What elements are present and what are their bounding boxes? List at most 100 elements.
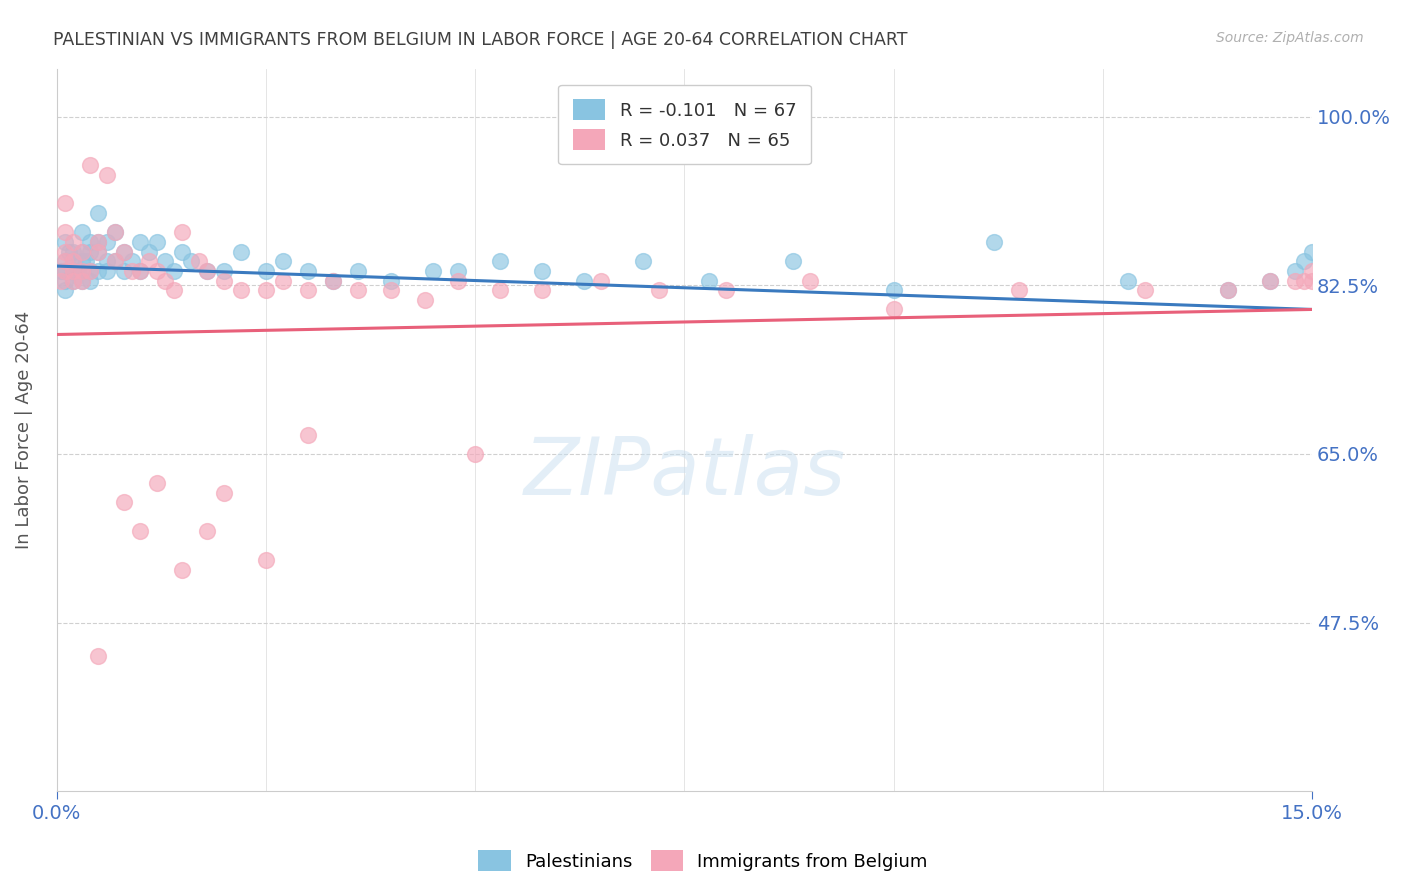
Point — [112, 244, 135, 259]
Point — [87, 235, 110, 249]
Point — [1258, 273, 1281, 287]
Point — [53, 254, 76, 268]
Point — [87, 235, 110, 249]
Point — [87, 206, 110, 220]
Point — [172, 563, 194, 577]
Point — [254, 264, 277, 278]
Point — [138, 244, 160, 259]
Point — [70, 244, 93, 259]
Point — [53, 273, 76, 287]
Point — [58, 244, 80, 259]
Point — [297, 264, 319, 278]
Point — [70, 273, 93, 287]
Point — [413, 293, 436, 307]
Point — [79, 244, 101, 259]
Point — [62, 264, 84, 278]
Point — [112, 244, 135, 259]
Point — [489, 254, 512, 268]
Point — [104, 225, 127, 239]
Point — [422, 264, 444, 278]
Point — [531, 264, 554, 278]
Legend: R = -0.101   N = 67, R = 0.037   N = 65: R = -0.101 N = 67, R = 0.037 N = 65 — [558, 85, 811, 164]
Point — [782, 254, 804, 268]
Point — [1008, 283, 1031, 297]
Point — [79, 235, 101, 249]
Point — [79, 264, 101, 278]
Point — [121, 264, 143, 278]
Point — [380, 273, 402, 287]
Point — [53, 254, 76, 268]
Point — [322, 273, 344, 287]
Text: ZIPatlas: ZIPatlas — [523, 434, 845, 512]
Point — [447, 264, 470, 278]
Point — [212, 273, 235, 287]
Point — [96, 254, 118, 268]
Point — [229, 244, 252, 259]
Point — [66, 264, 89, 278]
Point — [187, 254, 209, 268]
Point — [104, 254, 127, 268]
Point — [254, 553, 277, 567]
Point — [271, 254, 294, 268]
Point — [121, 254, 143, 268]
Point — [531, 283, 554, 297]
Point — [53, 225, 76, 239]
Point — [883, 302, 905, 317]
Point — [53, 196, 76, 211]
Legend: Palestinians, Immigrants from Belgium: Palestinians, Immigrants from Belgium — [471, 843, 935, 879]
Point — [53, 283, 76, 297]
Point — [380, 283, 402, 297]
Point — [297, 283, 319, 297]
Point — [79, 158, 101, 172]
Point — [129, 264, 152, 278]
Point — [155, 254, 177, 268]
Point — [138, 254, 160, 268]
Point — [75, 254, 97, 268]
Y-axis label: In Labor Force | Age 20-64: In Labor Force | Age 20-64 — [15, 310, 32, 549]
Point — [195, 264, 218, 278]
Point — [447, 273, 470, 287]
Point — [212, 264, 235, 278]
Point — [347, 264, 370, 278]
Point — [799, 273, 821, 287]
Point — [146, 264, 169, 278]
Point — [62, 235, 84, 249]
Point — [62, 264, 84, 278]
Point — [1116, 273, 1139, 287]
Point — [53, 264, 76, 278]
Point — [1301, 264, 1323, 278]
Point — [322, 273, 344, 287]
Point — [62, 273, 84, 287]
Point — [180, 254, 202, 268]
Point — [70, 264, 93, 278]
Point — [212, 485, 235, 500]
Point — [572, 273, 595, 287]
Point — [96, 264, 118, 278]
Point — [716, 283, 738, 297]
Point — [129, 524, 152, 538]
Point — [1218, 283, 1240, 297]
Point — [699, 273, 721, 287]
Point — [70, 264, 93, 278]
Point — [983, 235, 1005, 249]
Point — [62, 244, 84, 259]
Point — [489, 283, 512, 297]
Point — [631, 254, 654, 268]
Point — [195, 524, 218, 538]
Point — [1284, 264, 1306, 278]
Point — [1258, 273, 1281, 287]
Point — [49, 264, 72, 278]
Text: PALESTINIAN VS IMMIGRANTS FROM BELGIUM IN LABOR FORCE | AGE 20-64 CORRELATION CH: PALESTINIAN VS IMMIGRANTS FROM BELGIUM I… — [53, 31, 908, 49]
Text: Source: ZipAtlas.com: Source: ZipAtlas.com — [1216, 31, 1364, 45]
Point — [155, 273, 177, 287]
Point — [49, 273, 72, 287]
Point — [1133, 283, 1156, 297]
Point — [79, 264, 101, 278]
Point — [271, 273, 294, 287]
Point — [70, 273, 93, 287]
Point — [129, 264, 152, 278]
Point — [464, 447, 486, 461]
Point — [129, 235, 152, 249]
Point — [1301, 273, 1323, 287]
Point — [146, 475, 169, 490]
